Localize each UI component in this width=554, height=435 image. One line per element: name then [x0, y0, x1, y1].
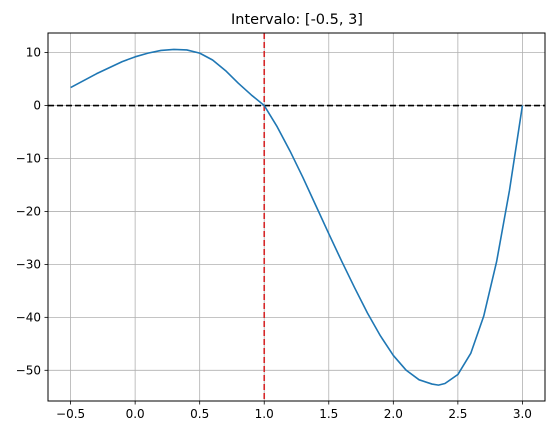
x-tick-label: 3.0 [513, 407, 532, 421]
x-tick-label: 0.5 [190, 407, 209, 421]
chart-title: Intervalo: [-0.5, 3] [231, 12, 363, 28]
x-tick-label: 0.0 [126, 407, 145, 421]
x-tick-label: 2.5 [448, 407, 467, 421]
y-tick-label: 0 [33, 99, 41, 113]
y-tick-label: −10 [16, 151, 41, 165]
y-tick-label: 10 [26, 46, 41, 60]
y-tick-label: −30 [16, 257, 41, 271]
y-tick-label: −50 [16, 363, 41, 377]
x-tick-label: 2.0 [384, 407, 403, 421]
x-tick-label: 1.5 [319, 407, 338, 421]
y-tick-label: −20 [16, 204, 41, 218]
x-tick-label: −0.5 [56, 407, 85, 421]
y-tick-label: −40 [16, 310, 41, 324]
x-tick-label: 1.0 [255, 407, 274, 421]
